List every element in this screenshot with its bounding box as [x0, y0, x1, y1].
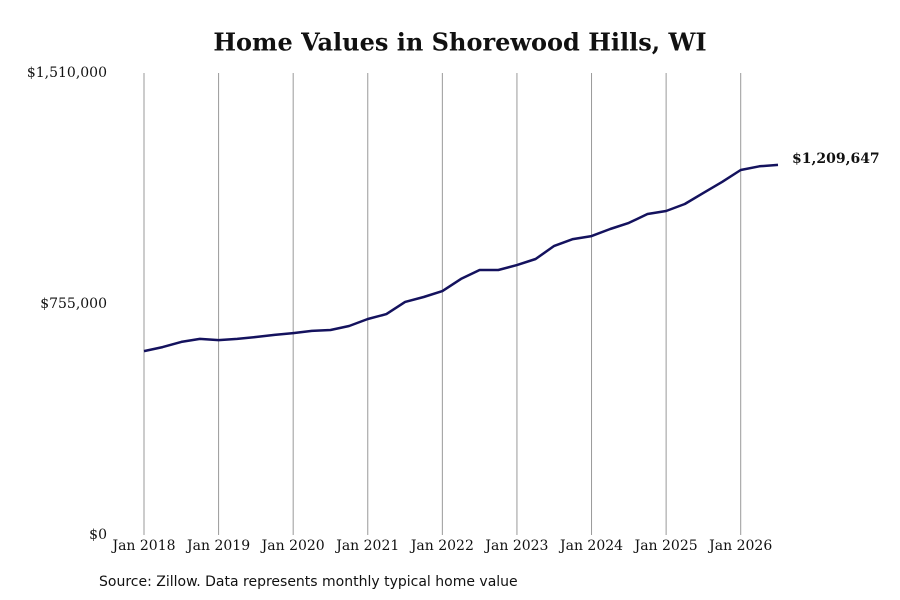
x-tick-label: Jan 2021 — [334, 538, 399, 554]
x-tick-label: Jan 2022 — [409, 538, 474, 554]
y-tick-label: $0 — [89, 527, 107, 543]
x-tick-label: Jan 2018 — [110, 538, 175, 554]
chart-title: Home Values in Shorewood Hills, WI — [213, 28, 706, 57]
y-tick-label: $755,000 — [40, 296, 107, 312]
x-tick-label: Jan 2024 — [558, 538, 623, 554]
x-tick-label: Jan 2020 — [260, 538, 325, 554]
x-tick-label: Jan 2026 — [707, 538, 772, 554]
line — [143, 163, 779, 353]
x-tick-label: Jan 2019 — [185, 538, 250, 554]
value-label: $1,209,647 — [792, 151, 880, 167]
y-tick-label: $1,510,000 — [27, 65, 107, 81]
x-tick-label: Jan 2025 — [633, 538, 698, 554]
x-tick-label: Jan 2023 — [483, 538, 548, 554]
source-note: Source: Zillow. Data represents monthly … — [99, 574, 518, 590]
